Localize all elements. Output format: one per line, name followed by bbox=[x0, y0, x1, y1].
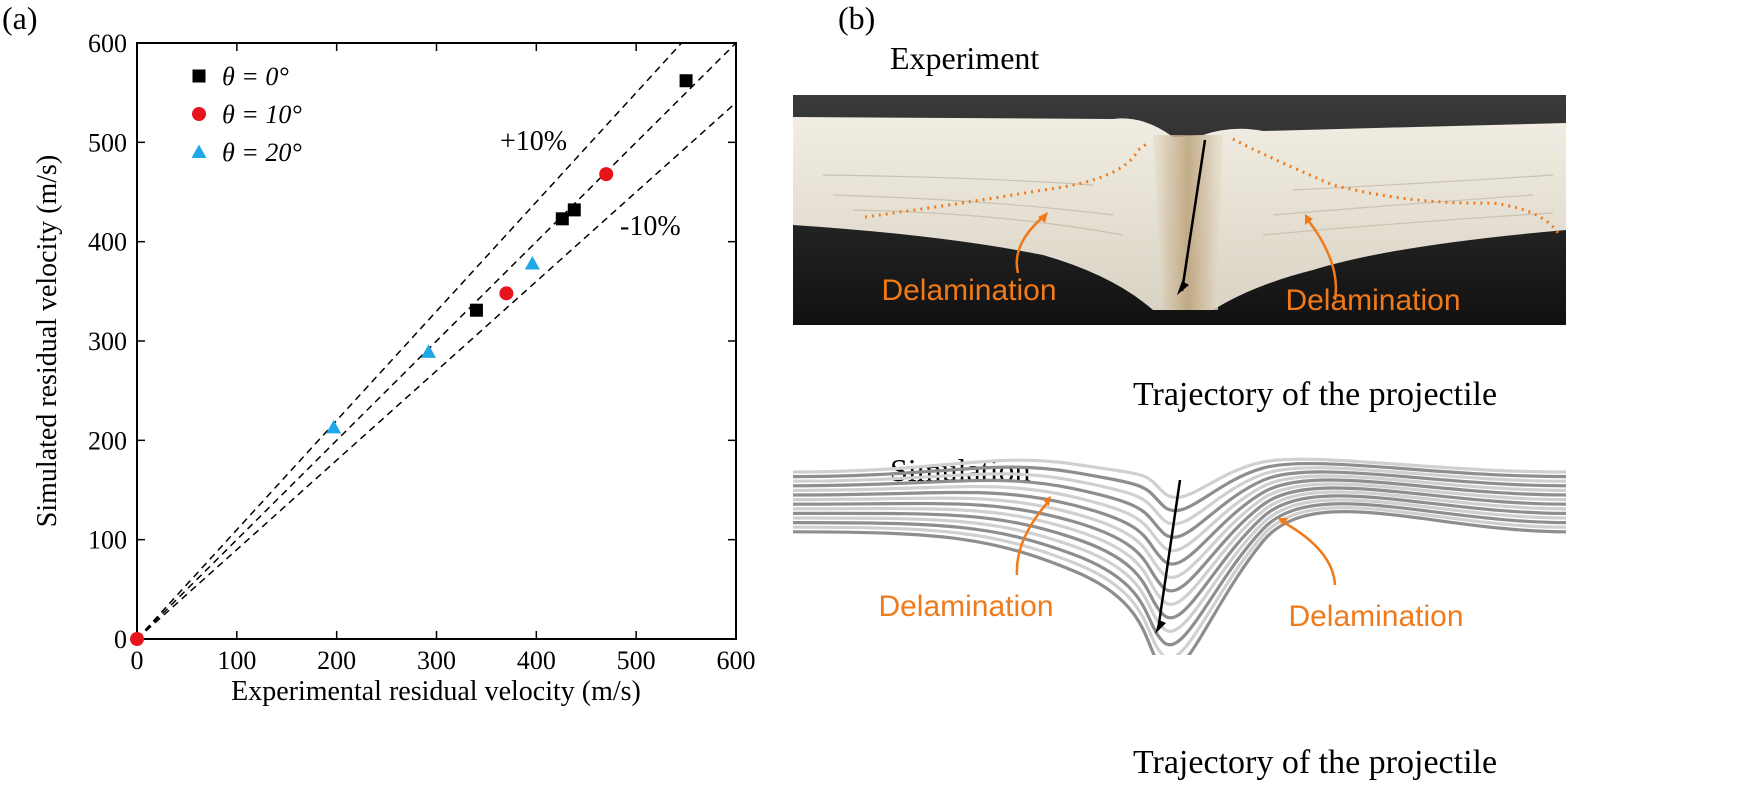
x-tick-label: 300 bbox=[417, 646, 456, 675]
sim-layer bbox=[793, 490, 1566, 606]
y-tick-label: 600 bbox=[88, 29, 127, 58]
x-tick-label: 0 bbox=[131, 646, 144, 675]
y-axis-label: Simulated residual velocity (m/s) bbox=[32, 155, 63, 527]
sim-layer bbox=[793, 466, 1566, 526]
simulation-caption: Trajectory of the projectile bbox=[1132, 744, 1498, 781]
data-point bbox=[599, 167, 614, 182]
data-point bbox=[555, 212, 569, 226]
x-tick-label: 400 bbox=[517, 646, 556, 675]
sim-delamination-left: Delamination bbox=[878, 590, 1053, 623]
sim-layer bbox=[793, 478, 1566, 566]
y-tick-label: 100 bbox=[88, 526, 127, 555]
sim-layer bbox=[793, 470, 1566, 539]
sim-delamination-right: Delamination bbox=[1288, 600, 1463, 633]
panel-b-label: (b) bbox=[838, 0, 876, 36]
legend-label: θ = 0° bbox=[222, 62, 289, 91]
scatter-chart: 0 100 200 300 400 500 600 0 100 200 300 400 500 600 +… bbox=[32, 29, 756, 707]
simulation-render: Delamination Delamination bbox=[793, 457, 1566, 655]
experiment-photo: Delamination Delamination bbox=[793, 95, 1566, 325]
experiment-title: Experiment bbox=[890, 40, 1040, 76]
y-tick-label: 500 bbox=[88, 128, 127, 157]
experiment-caption: Trajectory of the projectile bbox=[1132, 376, 1498, 413]
y-tick-label: 200 bbox=[88, 426, 127, 455]
reference-line bbox=[137, 102, 736, 639]
sim-layer bbox=[793, 457, 1566, 500]
legend-marker bbox=[192, 69, 206, 83]
x-tick-label: 200 bbox=[317, 646, 356, 675]
data-point bbox=[421, 344, 437, 358]
legend-marker bbox=[192, 107, 206, 121]
exp-delamination-right: Delamination bbox=[1285, 284, 1460, 317]
y-tick-label: 0 bbox=[114, 625, 127, 654]
sim-layer bbox=[793, 498, 1566, 633]
sim-layer bbox=[793, 510, 1566, 655]
y-tick-label: 300 bbox=[88, 327, 127, 356]
sim-layer bbox=[793, 506, 1566, 655]
x-tick-label: 100 bbox=[217, 646, 256, 675]
legend-marker bbox=[191, 144, 207, 158]
data-point bbox=[130, 632, 144, 646]
legend-label: θ = 20° bbox=[222, 138, 302, 167]
data-point bbox=[567, 203, 581, 217]
sim-layer bbox=[793, 494, 1566, 620]
reference-line-label: +10% bbox=[500, 126, 567, 157]
sim-layer bbox=[793, 482, 1566, 580]
x-tick-label: 500 bbox=[617, 646, 656, 675]
data-point bbox=[326, 419, 342, 434]
sim-layer bbox=[793, 502, 1566, 647]
sim-layer bbox=[793, 461, 1566, 513]
legend-label: θ = 10° bbox=[222, 100, 302, 129]
y-tick-label: 400 bbox=[88, 228, 127, 257]
data-point bbox=[524, 256, 540, 270]
panel-a-label: (a) bbox=[2, 0, 38, 36]
data-point bbox=[469, 303, 483, 317]
exp-delamination-left: Delamination bbox=[881, 274, 1056, 307]
x-axis-label: Experimental residual velocity (m/s) bbox=[231, 676, 641, 707]
x-tick-label: 600 bbox=[717, 646, 756, 675]
reference-line bbox=[137, 43, 736, 639]
data-point bbox=[679, 74, 693, 88]
data-point bbox=[499, 286, 514, 301]
reference-line bbox=[137, 43, 683, 639]
sim-layer bbox=[793, 474, 1566, 553]
reference-line-label: -10% bbox=[620, 211, 681, 242]
